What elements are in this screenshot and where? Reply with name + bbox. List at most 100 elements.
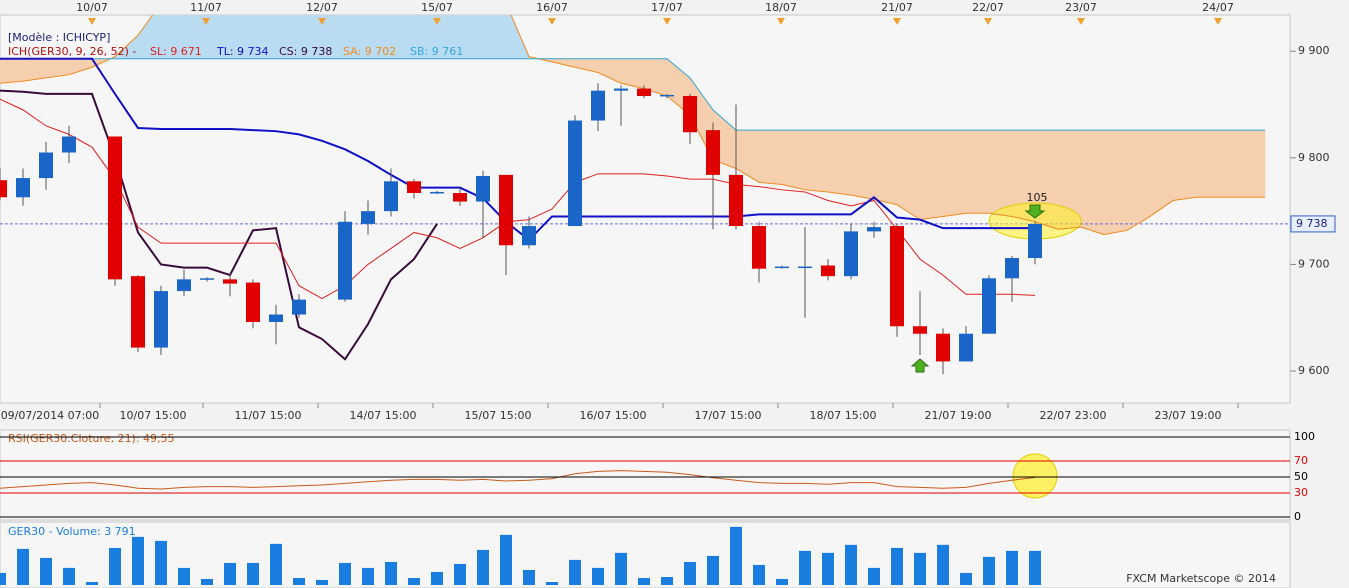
cloud	[1103, 129, 1128, 235]
candle-body	[108, 136, 122, 280]
candle-body	[200, 278, 214, 280]
volume-bar	[753, 564, 765, 585]
volume-bar	[822, 552, 834, 585]
session-marker	[548, 18, 556, 25]
x-top-label: 11/07	[190, 1, 222, 14]
volume-bar	[178, 567, 190, 585]
volume-bar	[155, 540, 167, 585]
footer: FXCM Marketscope © 2014	[1126, 572, 1276, 585]
volume-bar	[408, 577, 420, 585]
x-top-label: 21/07	[881, 1, 913, 14]
cloud	[1218, 129, 1243, 198]
legend-entry: SA: 9 702	[343, 45, 396, 58]
volume-bar	[615, 552, 627, 585]
session-marker	[433, 18, 441, 25]
y-tick-label: 9 700	[1298, 257, 1330, 270]
volume-bar	[937, 544, 949, 585]
cloud	[942, 129, 967, 217]
candle-body	[591, 90, 605, 121]
y-tick-label: 30	[1294, 486, 1308, 499]
volume-bar	[960, 572, 972, 585]
x-top-label: 16/07	[536, 1, 568, 14]
indicator-line	[0, 58, 1265, 131]
annotation: 105	[1027, 191, 1048, 204]
cloud	[758, 129, 783, 185]
candle-body	[154, 291, 168, 348]
volume-bar	[40, 557, 52, 585]
last-price-box	[1290, 215, 1336, 233]
rsi-plot	[0, 453, 1058, 499]
candle-body	[384, 181, 398, 212]
candle-body	[1005, 258, 1019, 279]
legend-entry: SB: 9 761	[410, 45, 463, 58]
y-tick-label: 9 900	[1298, 44, 1330, 57]
x-top-label: 22/07	[972, 1, 1004, 14]
volume-bar	[247, 562, 259, 585]
volume-bar	[431, 571, 443, 585]
volume-bar	[845, 544, 857, 585]
volume-bar	[86, 582, 98, 585]
legend-entry: TL: 9 734	[216, 45, 269, 58]
session-marker	[318, 18, 326, 25]
volume-bar	[914, 552, 926, 585]
candle-body	[844, 231, 858, 277]
volume-bar	[523, 569, 535, 585]
x-bottom-label: 21/07 19:00	[925, 409, 992, 422]
session-marker	[1214, 18, 1222, 25]
highlight	[1012, 453, 1058, 499]
candle-body	[223, 279, 237, 284]
candle-body	[936, 333, 950, 362]
x-bottom-label: 14/07 15:00	[350, 409, 417, 422]
candle-body	[476, 175, 490, 202]
volume-bar	[132, 536, 144, 585]
session-marker	[88, 18, 96, 25]
volume-bar	[63, 567, 75, 585]
x-top-label: 10/07	[76, 1, 108, 14]
candle-body	[177, 279, 191, 292]
volume-bar	[592, 567, 604, 585]
candle-body	[338, 221, 352, 300]
legend-entry: SL: 9 671	[150, 45, 202, 58]
x-bottom-label: 11/07 15:00	[235, 409, 302, 422]
candle-body	[660, 94, 674, 97]
cloud	[988, 129, 1013, 217]
volume-bar	[0, 572, 6, 585]
x-bottom-label: 16/07 15:00	[580, 409, 647, 422]
volume-title: GER30 - Volume: 3 791	[8, 525, 136, 538]
volume-bar	[500, 534, 512, 585]
volume-bar	[707, 555, 719, 585]
volume-bar	[569, 559, 581, 585]
session-marker	[1077, 18, 1085, 25]
session-marker	[893, 18, 901, 25]
indicator-line	[0, 89, 438, 361]
overlay: 9 600 9 700 9 800 9 900 10/07 11/07 12/07 15/07…	[0, 1, 1336, 523]
candle-body	[430, 191, 444, 194]
signal-arrow	[1024, 204, 1046, 219]
cloud	[827, 129, 852, 196]
candle-body	[913, 326, 927, 334]
candle-body	[729, 174, 743, 227]
candle-body	[959, 333, 973, 362]
candle-body	[16, 178, 30, 198]
x-bottom-label: 09/07/2014 07:00	[1, 409, 100, 422]
cloud	[1126, 129, 1151, 231]
indicator-label: ICH(GER30, 9, 26, 52) -	[8, 45, 136, 58]
x-top-label: 23/07	[1065, 1, 1097, 14]
x-top-label: 15/07	[421, 1, 453, 14]
x-bottom-label: 10/07 15:00	[120, 409, 187, 422]
cloud	[1172, 129, 1197, 201]
candle-body	[453, 193, 467, 202]
y-tick-label: 0	[1294, 510, 1301, 523]
chart-title: [Modèle : ICHICYP]	[8, 31, 110, 44]
cloud	[1195, 129, 1220, 198]
x-bottom-label: 22/07 23:00	[1040, 409, 1107, 422]
x-top-label: 24/07	[1202, 1, 1234, 14]
candle-body	[752, 226, 766, 269]
volume-bar	[201, 578, 213, 585]
candle-body	[821, 265, 835, 277]
session-marker	[663, 18, 671, 25]
candle-body	[614, 88, 628, 91]
y-tick-label: 100	[1294, 430, 1315, 443]
volume-bar	[684, 561, 696, 585]
volume-bar	[638, 577, 650, 585]
